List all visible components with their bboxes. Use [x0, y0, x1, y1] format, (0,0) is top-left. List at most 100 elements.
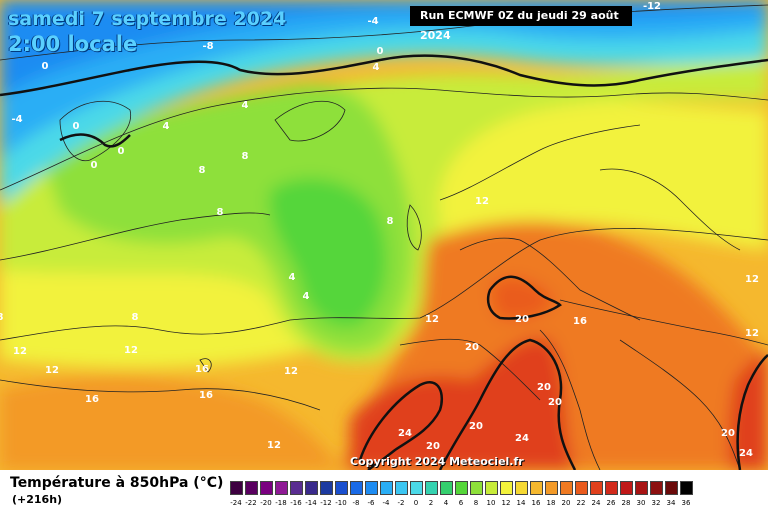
isotherm-value: 4	[303, 291, 310, 302]
legend-label: 28	[621, 499, 631, 507]
legend-label: -2	[397, 499, 405, 507]
legend-label: -6	[367, 499, 375, 507]
isotherm-value: 8	[0, 312, 4, 323]
legend-swatch	[305, 481, 318, 495]
isotherm-value: 12	[745, 328, 759, 339]
isotherm-value: 0	[377, 46, 384, 57]
legend-label: -8	[352, 499, 360, 507]
legend-label: 18	[546, 499, 556, 507]
lead-time: (+216h)	[12, 493, 63, 506]
isotherm-value: -4	[11, 114, 22, 125]
legend-label: -22	[245, 499, 257, 507]
legend-swatch	[350, 481, 363, 495]
legend-label: 8	[473, 499, 479, 507]
legend-swatch	[560, 481, 573, 495]
isotherm-value: 4	[289, 272, 296, 283]
isotherm-value: 8	[132, 312, 139, 323]
field-blue	[0, 0, 768, 100]
legend-swatch	[650, 481, 663, 495]
isotherm-value: 16	[85, 394, 99, 405]
legend-swatch	[470, 481, 483, 495]
legend-label: 22	[576, 499, 586, 507]
legend-label: 30	[636, 499, 646, 507]
isotherm-value: 16	[199, 390, 213, 401]
legend-label: -4	[382, 499, 390, 507]
legend-swatch	[635, 481, 648, 495]
run-info: Run ECMWF 0Z du jeudi 29 août 2024	[410, 6, 632, 42]
legend-swatch	[425, 481, 438, 495]
legend-swatch	[680, 481, 693, 495]
forecast-date: samedi 7 septembre 2024	[8, 8, 287, 30]
isotherms-bold	[0, 54, 768, 470]
forecast-time: 2:00 locale	[8, 32, 138, 56]
legend-swatch	[590, 481, 603, 495]
legend-swatch	[395, 481, 408, 495]
legend-swatch	[245, 481, 258, 495]
isotherm-value: 12	[13, 346, 27, 357]
isotherm-value: 20	[537, 382, 551, 393]
legend-swatch	[365, 481, 378, 495]
legend-label: 10	[486, 499, 496, 507]
isotherm-value: -8	[202, 41, 213, 52]
legend-swatch	[485, 481, 498, 495]
isotherm-value: 16	[573, 316, 587, 327]
isotherm-value: -12	[643, 1, 661, 12]
isotherm-value: 20	[465, 342, 479, 353]
legend-swatch	[440, 481, 453, 495]
isotherm-value: 16	[195, 364, 209, 375]
legend-swatch	[335, 481, 348, 495]
legend-swatch	[320, 481, 333, 495]
legend-swatch	[275, 481, 288, 495]
legend-label: 2	[428, 499, 434, 507]
legend-label: 24	[591, 499, 601, 507]
legend-label: -16	[290, 499, 302, 507]
field-green-core	[269, 178, 387, 328]
legend-label: -10	[335, 499, 347, 507]
legend-label: -12	[320, 499, 332, 507]
isotherm-value: 24	[739, 448, 753, 459]
isotherm-value: -4	[367, 16, 378, 27]
isotherm-value: 12	[45, 365, 59, 376]
isotherm-value: 12	[745, 274, 759, 285]
isotherm-value: 12	[124, 345, 138, 356]
isotherm-value: 20	[721, 428, 735, 439]
legend-label: -18	[275, 499, 287, 507]
isotherm-value: 12	[267, 440, 281, 451]
legend-label: -14	[305, 499, 317, 507]
isotherm-value: 20	[515, 314, 529, 325]
legend-swatch	[575, 481, 588, 495]
isotherm-value: 24	[398, 428, 412, 439]
isotherm-value: 12	[284, 366, 298, 377]
variable-title: Température à 850hPa (°C)	[10, 475, 224, 491]
isotherm-value: 12	[425, 314, 439, 325]
field-red-alps	[490, 277, 555, 320]
isotherm-value: 4	[163, 121, 170, 132]
legend-swatch	[605, 481, 618, 495]
isotherm-value: 20	[548, 397, 562, 408]
legend-swatch	[380, 481, 393, 495]
legend-swatch	[500, 481, 513, 495]
field-red	[350, 338, 575, 470]
legend-label: 26	[606, 499, 616, 507]
copyright: Copyright 2024 Meteociel.fr	[350, 455, 524, 468]
legend-label: 16	[531, 499, 541, 507]
legend-label: 6	[458, 499, 464, 507]
isotherm-value: 4	[242, 100, 249, 111]
isotherm-value: 20	[469, 421, 483, 432]
legend-label: 14	[516, 499, 526, 507]
isotherm-value: 0	[73, 121, 80, 132]
legend-label: 12	[501, 499, 511, 507]
legend-label: 34	[666, 499, 676, 507]
legend-label: 4	[443, 499, 449, 507]
field-teal	[0, 0, 768, 160]
legend-swatch	[230, 481, 243, 495]
isotherm-value: 8	[199, 165, 206, 176]
coastlines	[59, 100, 741, 470]
legend-swatch	[260, 481, 273, 495]
legend-swatch	[410, 481, 423, 495]
legend-label: -24	[230, 499, 242, 507]
isotherm-value: 0	[42, 61, 49, 72]
legend-swatch	[290, 481, 303, 495]
